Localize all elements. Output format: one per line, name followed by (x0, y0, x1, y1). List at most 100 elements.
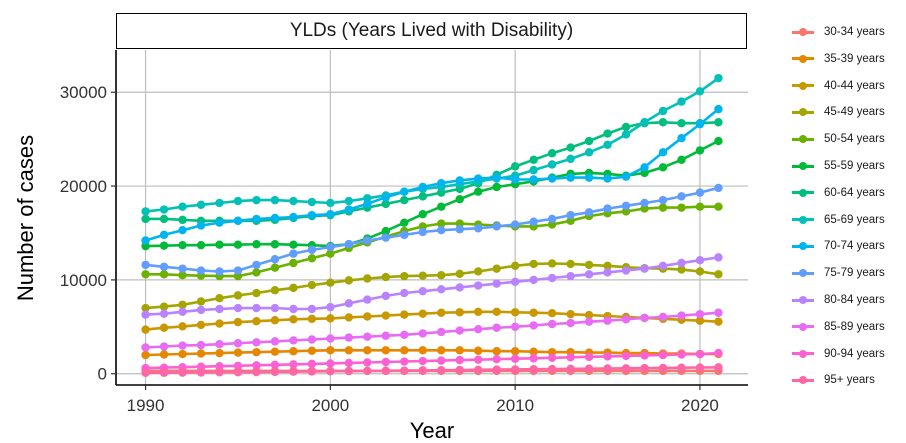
data-point-80-84-years (640, 264, 649, 273)
data-point-40-44-years (289, 315, 298, 324)
data-point-75-79-years (344, 240, 354, 249)
data-point-55-59-years (400, 218, 409, 227)
data-point-95-years (381, 366, 391, 375)
data-point-75-79-years (400, 230, 409, 240)
y-tick-label: 20000 (60, 177, 107, 196)
data-point-50-54-years (714, 202, 723, 211)
data-point-90-94-years (215, 362, 224, 371)
data-point-90-94-years (492, 354, 501, 364)
data-point-45-49-years (270, 286, 280, 295)
data-point-85-89-years (529, 321, 538, 330)
data-point-65-69-years (584, 148, 594, 157)
legend-label: 80-84 years (824, 294, 885, 306)
data-point-90-94-years (326, 359, 335, 368)
data-point-95-years (603, 364, 612, 373)
data-point-35-39-years (159, 350, 169, 359)
data-point-40-44-years (473, 307, 483, 317)
data-point-80-84-years (289, 304, 298, 314)
data-point-65-69-years (141, 207, 150, 216)
legend-dot (799, 269, 807, 278)
data-point-35-39-years (381, 346, 391, 355)
data-point-95-years (252, 367, 261, 377)
data-point-75-79-years (141, 260, 150, 270)
data-point-95-years (196, 368, 206, 377)
data-point-80-84-years (547, 273, 557, 283)
data-point-95-years (215, 368, 224, 377)
legend-item-95-years: 95+ years (790, 372, 875, 388)
data-point-85-89-years (159, 342, 169, 351)
data-point-85-89-years (233, 339, 243, 348)
data-point-85-89-years (658, 312, 668, 322)
data-point-60-64-years (584, 136, 594, 146)
data-point-75-79-years (566, 210, 575, 220)
data-point-35-39-years (196, 349, 206, 358)
legend-dot (799, 108, 807, 117)
data-point-85-89-years (400, 330, 409, 339)
data-point-90-94-years (714, 348, 723, 358)
data-point-55-59-years (215, 240, 224, 249)
data-point-55-59-years (289, 240, 298, 249)
data-point-50-54-years (677, 203, 686, 212)
data-point-35-39-years (437, 346, 446, 355)
series-65-69-years (141, 73, 723, 216)
legend-item-40-44-years: 40-44 years (790, 78, 885, 94)
data-point-85-89-years (621, 315, 631, 324)
data-point-90-94-years (695, 349, 705, 359)
series-95-years (141, 363, 723, 378)
data-point-50-54-years (658, 203, 668, 212)
data-point-95-years (566, 364, 575, 374)
data-point-55-59-years (695, 146, 705, 155)
data-point-40-44-years (252, 316, 261, 326)
legend-dot (799, 322, 807, 331)
data-point-85-89-years (270, 337, 280, 346)
legend-label: 90-94 years (824, 347, 885, 360)
legend-label: 95+ years (824, 374, 875, 387)
data-point-45-49-years (455, 269, 464, 279)
data-point-35-39-years (178, 349, 187, 359)
data-point-75-79-years (510, 220, 520, 229)
data-point-80-84-years (677, 258, 686, 268)
data-point-35-39-years (270, 347, 280, 356)
y-tick-label: 30000 (60, 83, 107, 102)
data-point-65-69-years (566, 154, 575, 164)
data-point-45-49-years (714, 270, 723, 279)
data-point-85-89-years (677, 311, 686, 320)
data-point-75-79-years (233, 266, 243, 275)
data-point-45-49-years (529, 259, 538, 269)
legend-item-55-59-years: 55-59 years (790, 158, 885, 174)
data-point-80-84-years (658, 261, 668, 271)
data-point-45-49-years (566, 259, 575, 269)
data-point-35-39-years (473, 346, 483, 355)
series-line-65-69-years (145, 77, 720, 213)
legend-key-60-64-years (790, 185, 816, 201)
data-point-80-84-years (270, 303, 280, 313)
data-point-95-years (492, 365, 501, 374)
data-point-75-79-years (381, 233, 391, 242)
chart-title: YLDs (Years Lived with Disability) (116, 13, 747, 49)
legend-label: 70-74 years (824, 240, 885, 253)
data-point-70-74-years (196, 221, 206, 230)
legend-key-50-54-years (790, 131, 816, 147)
data-point-70-74-years (344, 205, 354, 214)
data-point-55-59-years (455, 195, 464, 204)
data-point-45-49-years (178, 300, 187, 309)
data-point-35-39-years (215, 348, 224, 358)
data-point-45-49-years (400, 271, 409, 281)
legend-label: 30-34 years (824, 26, 885, 38)
data-point-80-84-years (714, 253, 723, 262)
data-point-75-79-years (159, 262, 169, 271)
data-point-70-74-years (603, 174, 612, 183)
data-point-35-39-years (326, 346, 335, 355)
data-point-70-74-years (510, 175, 520, 184)
data-point-70-74-years (252, 214, 261, 224)
legend-dot (799, 376, 807, 385)
legend-label: 75-79 years (824, 267, 885, 280)
data-point-60-64-years (418, 192, 427, 201)
data-point-70-74-years (381, 193, 391, 202)
data-point-75-79-years (326, 242, 335, 252)
data-point-40-44-years (196, 320, 206, 330)
data-point-50-54-years (141, 270, 150, 279)
data-point-40-44-years (714, 317, 723, 326)
data-point-65-69-years (529, 165, 538, 175)
data-point-40-44-years (584, 310, 594, 320)
